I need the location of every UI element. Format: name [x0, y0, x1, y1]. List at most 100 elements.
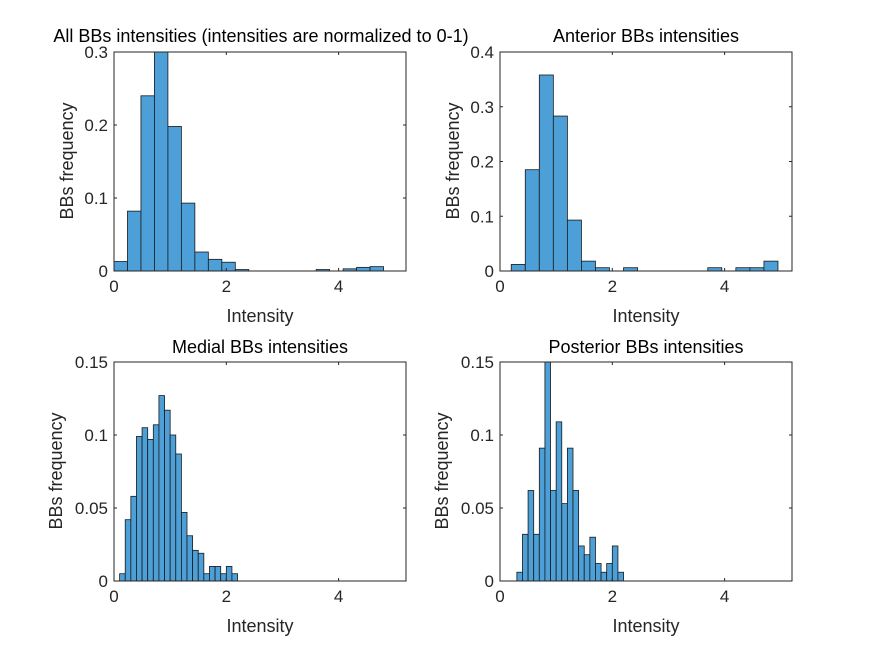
histogram-bar [538, 74, 554, 272]
histogram-bar [175, 453, 182, 582]
y-tick-label: 0.15 [461, 353, 494, 372]
y-tick-label: 0.05 [75, 499, 108, 518]
histogram-bar [763, 260, 779, 272]
y-tick-label: 0 [485, 572, 494, 591]
panel-posterior-axes [499, 361, 793, 582]
histogram-bar [369, 266, 384, 272]
panel-medial-ticks: 0 2 4 0 0.05 0.1 0.15 [75, 353, 406, 606]
y-tick-label: 0.05 [461, 499, 494, 518]
y-tick-label: 0 [99, 572, 108, 591]
panel-all-ylabel: BBs frequency [57, 102, 77, 219]
histogram-bar [617, 571, 624, 582]
histogram-bar [136, 436, 143, 582]
histogram-bar [209, 566, 216, 582]
x-tick-label: 2 [222, 587, 231, 606]
histogram-bar [510, 264, 526, 272]
histogram-bar [581, 260, 596, 272]
histogram-bar [572, 490, 580, 582]
y-tick-label: 0.1 [470, 426, 494, 445]
panel-all: All BBs intensities (intensities are nor… [53, 26, 468, 326]
histogram-bar [167, 126, 182, 272]
y-tick-label: 0.1 [84, 426, 108, 445]
histogram-bar [544, 361, 551, 582]
panel-medial-ylabel: BBs frequency [46, 412, 66, 529]
x-tick-label: 4 [334, 587, 343, 606]
histogram-bar [152, 424, 160, 582]
histogram-bar [231, 573, 238, 582]
y-tick-label: 0.1 [84, 189, 108, 208]
histogram-bar [595, 563, 602, 582]
panel-anterior-xlabel: Intensity [612, 306, 679, 326]
y-tick-label: 0.3 [470, 98, 494, 117]
x-tick-label: 4 [720, 587, 729, 606]
histogram-bar [522, 533, 529, 582]
histogram-bar [130, 495, 137, 582]
x-tick-label: 4 [334, 277, 343, 296]
histogram-bar [583, 554, 591, 582]
histogram-bar [180, 511, 188, 582]
panel-anterior: Anterior BBs intensities 0 2 4 0 0.1 0.2 0.3 0.… [443, 26, 793, 326]
histogram-bar [119, 573, 126, 582]
y-tick-label: 0.3 [84, 43, 108, 62]
panel-medial-title: Medial BBs intensities [172, 337, 348, 357]
histogram-bar [578, 545, 585, 582]
histogram-bar [180, 202, 196, 272]
histogram-bar [589, 536, 596, 582]
x-tick-label: 2 [608, 587, 617, 606]
histogram-bar [600, 571, 608, 582]
histogram-bar [524, 169, 540, 272]
panel-all-xlabel: Intensity [226, 306, 293, 326]
histogram-bar [566, 219, 582, 272]
y-tick-label: 0.1 [470, 207, 494, 226]
histogram-bar [566, 447, 574, 582]
x-tick-label: 4 [720, 277, 729, 296]
panel-all-axes [113, 51, 407, 272]
histogram-bar [207, 258, 223, 272]
histogram-bar [561, 503, 568, 582]
y-tick-label: 0.15 [75, 353, 108, 372]
panel-all-bars [113, 51, 384, 272]
histogram-bar [197, 552, 205, 582]
histogram-bar [147, 438, 154, 582]
panel-medial: Medial BBs intensities 0 2 4 0 0.05 0.1 0.15 I… [46, 337, 407, 636]
histogram-bar [141, 427, 149, 582]
panel-medial-axes [113, 361, 407, 582]
histogram-bar [225, 566, 233, 582]
histogram-bar [516, 571, 523, 582]
histogram-bar [127, 210, 142, 272]
x-tick-label: 0 [495, 277, 504, 296]
x-tick-label: 0 [495, 587, 504, 606]
panel-anterior-title: Anterior BBs intensities [553, 26, 739, 46]
histogram-bar [194, 251, 209, 272]
histogram-bar [220, 573, 227, 582]
y-tick-label: 0.2 [84, 116, 108, 135]
histogram-bar [169, 434, 177, 582]
y-tick-label: 0 [485, 262, 494, 281]
panel-posterior-xlabel: Intensity [612, 616, 679, 636]
x-tick-label: 0 [109, 587, 118, 606]
histogram-bar [356, 266, 371, 272]
histogram-bar [550, 490, 557, 582]
histogram-bar [555, 421, 563, 582]
histogram-bar [140, 95, 155, 272]
histogram-bar [158, 395, 165, 582]
histogram-bar [192, 549, 199, 582]
histogram-bar [154, 51, 169, 272]
x-tick-label: 0 [109, 277, 118, 296]
histogram-bar [214, 566, 222, 582]
panel-all-title: All BBs intensities (intensities are nor… [53, 26, 468, 46]
y-tick-label: 0 [99, 262, 108, 281]
panel-anterior-ylabel: BBs frequency [443, 102, 463, 219]
panel-posterior: Posterior BBs intensities 0 2 4 0 0.05 0.1 0.1… [432, 337, 793, 636]
panel-posterior-ticks: 0 2 4 0 0.05 0.1 0.15 [461, 353, 792, 606]
x-tick-label: 2 [608, 277, 617, 296]
panel-posterior-title: Posterior BBs intensities [548, 337, 743, 357]
histogram-bar [611, 545, 619, 582]
histogram-bar [186, 535, 194, 582]
histogram-bar [113, 261, 128, 272]
histogram-bar [606, 563, 613, 582]
histogram-bar [533, 533, 540, 582]
histogram-bar [527, 490, 535, 582]
panel-anterior-ticks: 0 2 4 0 0.1 0.2 0.3 0.4 [470, 43, 792, 296]
